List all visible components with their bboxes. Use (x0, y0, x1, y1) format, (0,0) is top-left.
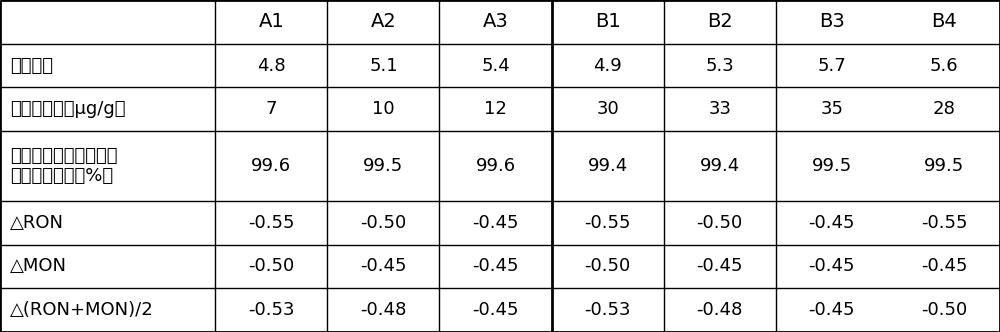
Text: 28: 28 (933, 100, 955, 118)
Text: 33: 33 (708, 100, 731, 118)
Text: B4: B4 (931, 12, 957, 31)
Text: 脱硫制化剂稳定后的产
品汽油的收率（%）: 脱硫制化剂稳定后的产 品汽油的收率（%） (10, 147, 118, 185)
Text: 5.7: 5.7 (817, 56, 846, 75)
Text: A1: A1 (258, 12, 284, 31)
Text: 30: 30 (596, 100, 619, 118)
Text: 4.8: 4.8 (257, 56, 286, 75)
Text: 5.1: 5.1 (369, 56, 398, 75)
Text: 99.5: 99.5 (924, 157, 964, 175)
Text: 99.5: 99.5 (812, 157, 852, 175)
Text: 磨损指数: 磨损指数 (10, 56, 53, 75)
Text: 产品硫含量（μg/g）: 产品硫含量（μg/g） (10, 100, 126, 118)
Text: -0.50: -0.50 (921, 301, 967, 319)
Text: -0.55: -0.55 (921, 214, 967, 232)
Text: -0.45: -0.45 (472, 301, 519, 319)
Text: △RON: △RON (10, 214, 64, 232)
Text: -0.45: -0.45 (921, 257, 967, 276)
Text: B2: B2 (707, 12, 733, 31)
Text: B3: B3 (819, 12, 845, 31)
Text: -0.53: -0.53 (248, 301, 295, 319)
Text: -0.50: -0.50 (360, 214, 407, 232)
Text: 99.6: 99.6 (251, 157, 291, 175)
Text: 99.6: 99.6 (475, 157, 516, 175)
Text: 35: 35 (820, 100, 843, 118)
Text: -0.50: -0.50 (697, 214, 743, 232)
Text: -0.45: -0.45 (809, 301, 855, 319)
Text: 10: 10 (372, 100, 395, 118)
Text: -0.48: -0.48 (360, 301, 407, 319)
Text: △(RON+MON)/2: △(RON+MON)/2 (10, 301, 154, 319)
Text: -0.45: -0.45 (472, 257, 519, 276)
Text: 99.5: 99.5 (363, 157, 404, 175)
Text: 4.9: 4.9 (593, 56, 622, 75)
Text: -0.48: -0.48 (697, 301, 743, 319)
Text: B1: B1 (595, 12, 620, 31)
Text: -0.45: -0.45 (809, 214, 855, 232)
Text: 99.4: 99.4 (700, 157, 740, 175)
Text: A3: A3 (483, 12, 508, 31)
Text: 5.3: 5.3 (705, 56, 734, 75)
Text: -0.45: -0.45 (696, 257, 743, 276)
Text: 5.4: 5.4 (481, 56, 510, 75)
Text: -0.45: -0.45 (360, 257, 407, 276)
Text: -0.50: -0.50 (584, 257, 631, 276)
Text: -0.45: -0.45 (809, 257, 855, 276)
Text: -0.55: -0.55 (248, 214, 295, 232)
Text: -0.53: -0.53 (584, 301, 631, 319)
Text: 99.4: 99.4 (587, 157, 628, 175)
Text: -0.45: -0.45 (472, 214, 519, 232)
Text: -0.55: -0.55 (584, 214, 631, 232)
Text: 12: 12 (484, 100, 507, 118)
Text: A2: A2 (371, 12, 396, 31)
Text: 7: 7 (266, 100, 277, 118)
Text: -0.50: -0.50 (248, 257, 294, 276)
Text: 5.6: 5.6 (930, 56, 958, 75)
Text: △MON: △MON (10, 257, 67, 276)
